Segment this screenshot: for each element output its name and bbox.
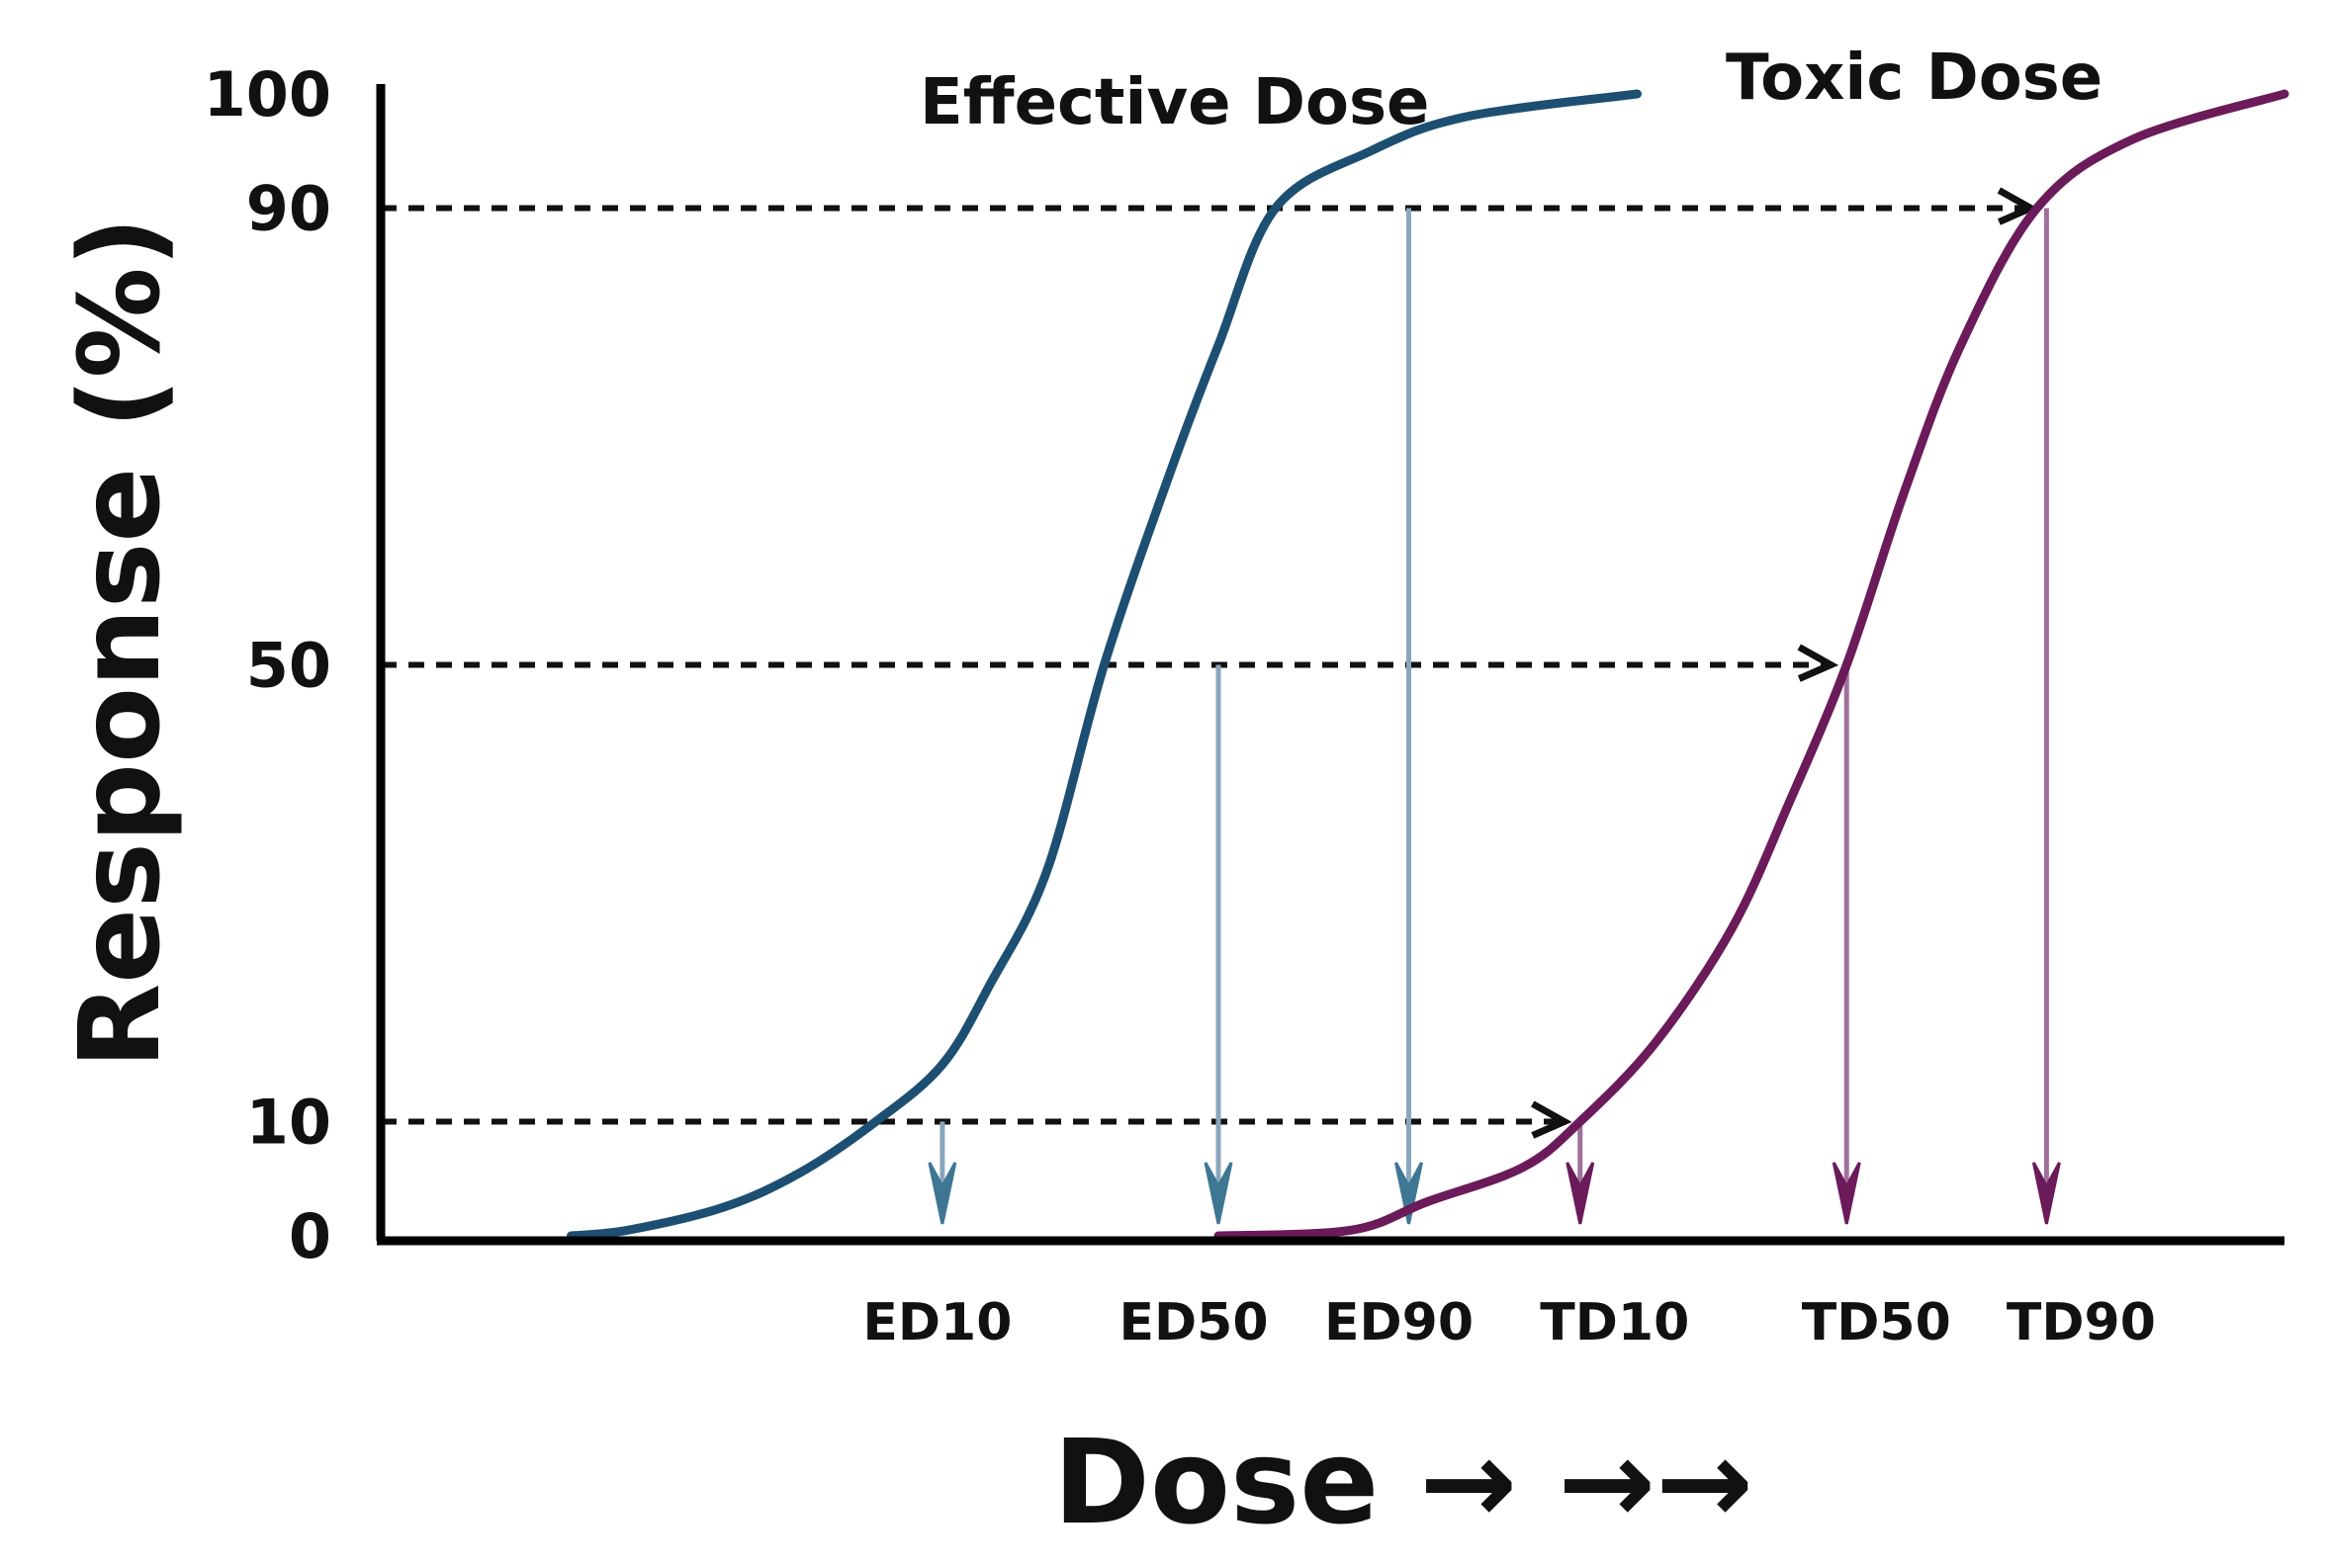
drop-arrow-ed10 [928, 1162, 957, 1225]
y-tick-label-0: 0 [289, 1200, 331, 1272]
drop-arrow-td90 [2031, 1162, 2061, 1225]
drop-arrow-ed50 [1204, 1162, 1233, 1225]
drop-arrow-td10 [1566, 1162, 1595, 1225]
series-label-toxic-dose: Toxic Dose [1726, 42, 2103, 115]
x-tick-label-ed50: ED50 [1119, 1293, 1268, 1352]
y-tick-label-90: 90 [246, 173, 331, 245]
series-label-effective-dose: Effective Dose [920, 66, 1429, 139]
y-tick-label-10: 10 [246, 1087, 331, 1159]
x-tick-label-td10: TD10 [1540, 1293, 1689, 1352]
reference-arrow-10 [1531, 1100, 1572, 1139]
curve-labels: Effective Dose Toxic Dose [920, 42, 2103, 139]
reference-arrow-50 [1797, 644, 1839, 682]
x-tick-label-ed10: ED10 [862, 1293, 1012, 1352]
reference-lines [381, 187, 2039, 1139]
reference-arrow-90 [1997, 187, 2039, 225]
drop-arrow-ed90 [1394, 1162, 1423, 1225]
drop-arrow-td50 [1832, 1162, 1861, 1225]
y-tick-label-100: 100 [204, 58, 331, 131]
curves [567, 89, 2289, 1241]
y-tick-labels: 0 10 50 90 100 [204, 58, 331, 1272]
series-line-1 [1213, 89, 2289, 1241]
x-tick-label-ed90: ED90 [1324, 1293, 1474, 1352]
x-tick-labels: ED10 ED50 ED90 TD10 TD50 TD90 [862, 1293, 2156, 1352]
axes [376, 84, 2284, 1246]
x-tick-label-td50: TD50 [1802, 1293, 1951, 1352]
series-line-0 [567, 89, 1642, 1241]
x-tick-label-td90: TD90 [2007, 1293, 2156, 1352]
y-tick-label-50: 50 [246, 630, 331, 702]
y-axis-title: Response (%) [56, 217, 185, 1069]
x-axis-title: Dose → →→ [1053, 1414, 1753, 1550]
drop-lines [928, 208, 2061, 1225]
